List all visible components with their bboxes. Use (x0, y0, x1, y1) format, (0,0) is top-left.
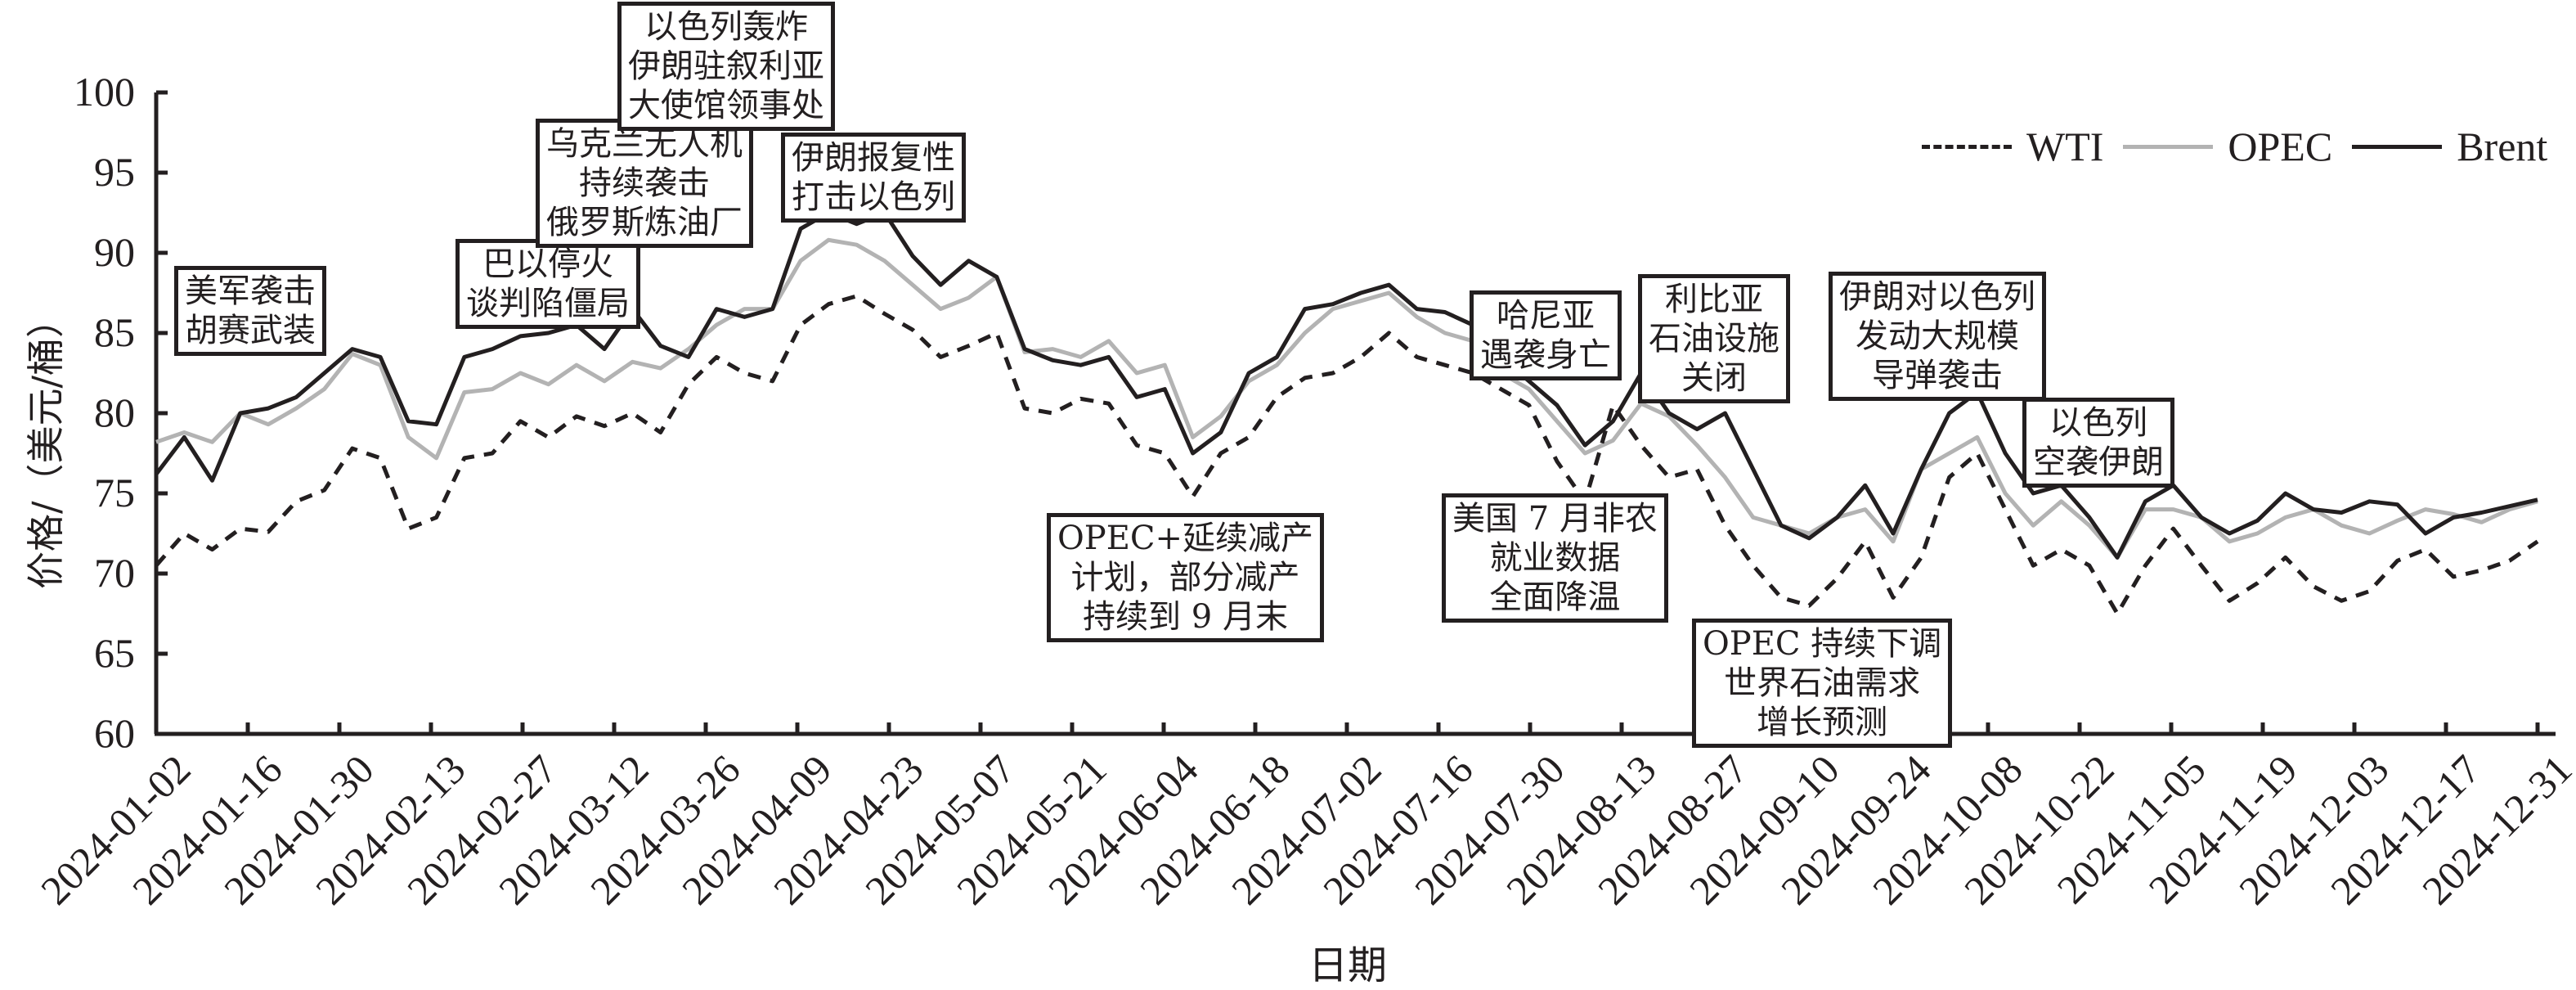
annotation-israel-strike-iran: 以色列 空袭伊朗 (2022, 398, 2174, 488)
y-tick-label: 80 (94, 389, 135, 435)
legend-brent-label: Brent (2457, 124, 2548, 169)
y-tick-label: 90 (94, 229, 135, 275)
annotation-iran-missile-attack: 伊朗对以色列 发动大规模 导弹袭击 (1829, 272, 2046, 401)
legend-brent-swatch (2352, 144, 2443, 149)
series-brent-line (155, 210, 2538, 560)
legend-item-wti: WTI (1922, 123, 2103, 170)
y-tick-label: 60 (94, 710, 135, 756)
y-tick-label: 85 (94, 309, 135, 355)
legend-opec-label: OPEC (2228, 124, 2333, 169)
y-tick-label: 95 (94, 149, 135, 195)
annotation-ceasefire-stalemate: 巴以停火 谈判陷僵局 (456, 239, 640, 329)
y-tick-label: 70 (94, 550, 135, 596)
series-opec-line (155, 237, 2538, 560)
legend-wti-label: WTI (2026, 124, 2104, 169)
annotation-ukraine-drone: 乌克兰无人机 持续袭击 俄罗斯炼油厂 (536, 119, 753, 248)
legend: WTI OPEC Brent (1922, 123, 2567, 170)
annotation-libya-oil: 利比亚 石油设施 关闭 (1638, 274, 1790, 403)
annotation-haniyeh: 哈尼亚 遇袭身亡 (1470, 290, 1622, 380)
annotation-iran-retaliation: 伊朗报复性 打击以色列 (781, 133, 966, 223)
y-axis-title: 价格/（美元/桶） (24, 300, 68, 589)
y-tick-label: 100 (74, 69, 135, 115)
legend-opec-swatch (2123, 144, 2214, 149)
annotation-us-strike-houthi: 美军袭击 胡赛武装 (174, 266, 326, 356)
y-tick-label: 65 (94, 630, 135, 676)
annotation-opec-plus-cuts: OPEC+延续减产 计划，部分减产 持续到 9 月末 (1047, 513, 1325, 642)
legend-wti-swatch (1922, 144, 2012, 149)
x-axis-title: 日期 (1308, 943, 1388, 988)
annotation-israel-bomb-embassy: 以色列轰炸 伊朗驻叙利亚 大使馆领事处 (617, 2, 835, 131)
annotation-us-nonfarm: 美国 7 月非农 就业数据 全面降温 (1442, 493, 1668, 623)
y-tick-label: 75 (94, 470, 135, 515)
legend-item-brent: Brent (2352, 123, 2547, 170)
axes (154, 90, 2556, 736)
series-wti-line (155, 294, 2539, 616)
annotation-opec-demand-cut: OPEC 持续下调 世界石油需求 增长预测 (1692, 619, 1953, 748)
legend-item-opec: OPEC (2123, 123, 2332, 170)
